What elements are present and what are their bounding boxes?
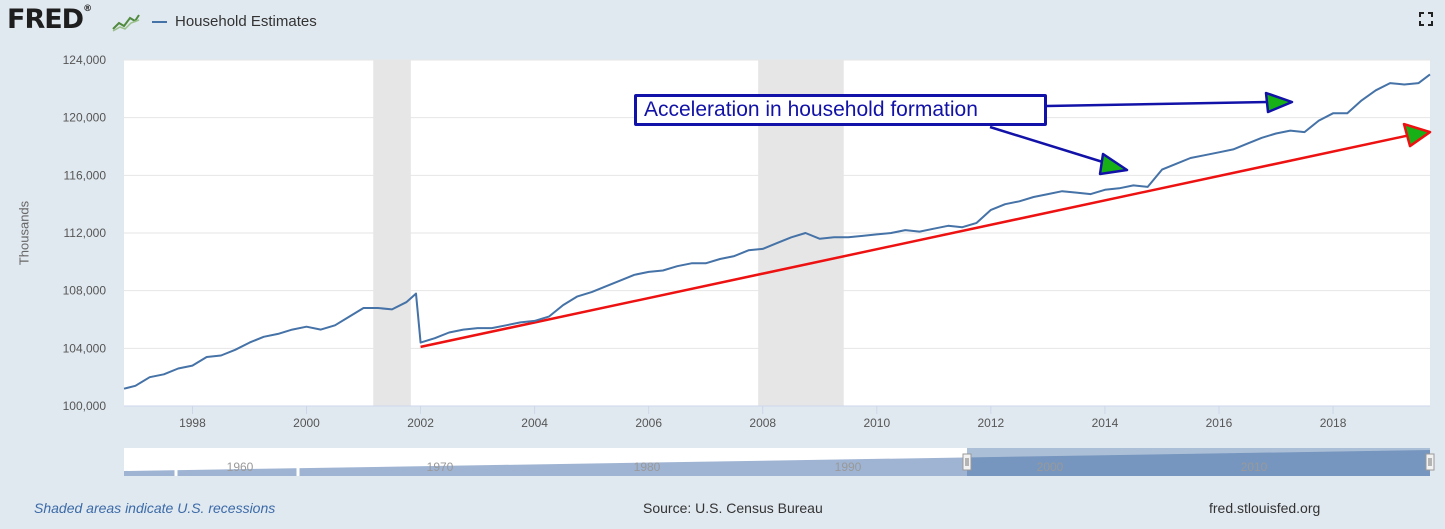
recession-note: Shaded areas indicate U.S. recessions (34, 500, 276, 516)
navigator-label: 1980 (634, 460, 661, 474)
annotation-arrowhead-lower (1098, 152, 1129, 176)
y-tick-label: 124,000 (63, 53, 107, 67)
x-tick-label: 2010 (863, 416, 890, 430)
annotation-arrow-line-upper (1046, 100, 1269, 108)
y-tick-label: 120,000 (63, 111, 107, 125)
navigator-label: 1990 (835, 460, 862, 474)
navigator-selected-range[interactable] (967, 448, 1430, 476)
x-tick-label: 2012 (978, 416, 1005, 430)
x-tick-label: 2018 (1320, 416, 1347, 430)
x-tick-label: 1998 (179, 416, 206, 430)
source-note: Source: U.S. Census Bureau (643, 500, 823, 516)
x-tick-label: 2008 (749, 416, 776, 430)
chart-header: FRED® Household Estimates (0, 0, 1445, 44)
navigator-handle[interactable] (1425, 453, 1435, 471)
mini-line-chart-icon (112, 14, 140, 32)
annotation-box: Acceleration in household formation (634, 94, 1047, 126)
x-tick-label: 2006 (635, 416, 662, 430)
trend-arrowhead (1402, 122, 1432, 148)
series-line-household-estimates (123, 73, 1431, 390)
x-tick-label: 2002 (407, 416, 434, 430)
y-tick-label: 108,000 (63, 284, 107, 298)
fred-logo[interactable]: FRED® (7, 4, 92, 35)
legend-label: Household Estimates (175, 13, 317, 30)
x-tick-label: 2004 (521, 416, 548, 430)
navigator-label: 2010 (1241, 460, 1268, 474)
x-tick-label: 2016 (1206, 416, 1233, 430)
trend-line (420, 133, 1411, 349)
legend-swatch (152, 21, 167, 23)
navigator-area (124, 450, 1430, 476)
fullscreen-icon[interactable] (1419, 12, 1433, 26)
y-tick-label: 116,000 (64, 168, 107, 182)
navigator-label: 2000 (1037, 460, 1064, 474)
navigator-handle[interactable] (962, 453, 972, 471)
site-link[interactable]: fred.stlouisfed.org (1209, 500, 1321, 516)
x-tick-label: 2000 (293, 416, 320, 430)
annotation-arrowhead-upper (1264, 91, 1294, 114)
logo-mark: ® (83, 4, 92, 14)
y-tick-label: 112,000 (64, 226, 107, 240)
navigator-label: 1970 (427, 460, 454, 474)
navigator-label: 1960 (227, 460, 254, 474)
x-tick-label: 2014 (1092, 416, 1119, 430)
y-tick-label: 104,000 (63, 341, 107, 355)
annotation-arrow-line-lower (989, 125, 1107, 165)
y-tick-label: 100,000 (63, 399, 107, 413)
logo-text: FRED (7, 4, 84, 35)
